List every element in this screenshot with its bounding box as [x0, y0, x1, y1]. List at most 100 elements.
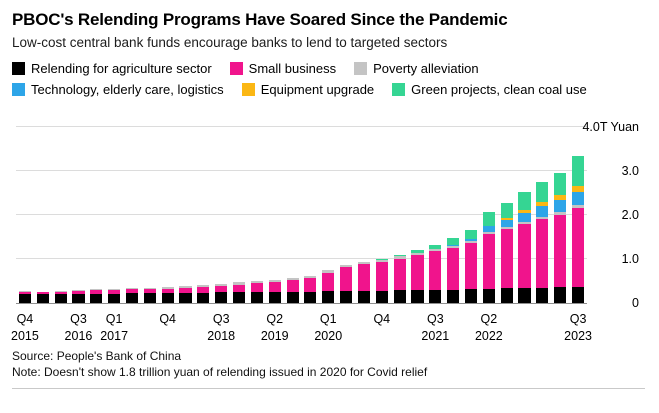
- bar-segment: [482, 233, 495, 289]
- bar-slot: [462, 127, 480, 303]
- bar-segment: [554, 212, 567, 215]
- bar-segment: [429, 251, 442, 290]
- bar-segment: [54, 294, 67, 303]
- bar-stack-q3-2019: [286, 277, 299, 303]
- source-text: Source: People's Bank of China: [12, 349, 182, 363]
- legend-swatch-icon: [241, 83, 255, 96]
- bar-segment: [268, 292, 281, 303]
- bar-slot: [141, 127, 159, 303]
- x-tick-year: 2018: [207, 329, 236, 343]
- bar-segment: [143, 293, 156, 303]
- bar-stack-q2-2023: [554, 172, 567, 303]
- bar-segment: [304, 276, 317, 279]
- bar-segment: [393, 256, 406, 259]
- bar-segment: [375, 259, 388, 263]
- legend-label: Technology, elderly care, logistics: [31, 82, 224, 97]
- bar-segment: [464, 289, 478, 303]
- bar-segment: [572, 207, 585, 287]
- bar-slot: [498, 127, 516, 303]
- bar-segment: [197, 287, 210, 293]
- bar-segment: [429, 248, 442, 252]
- bar-segment: [482, 288, 495, 303]
- x-tick-label: Q3 2023: [564, 311, 592, 345]
- bar-stack-q2-2020: [340, 264, 353, 303]
- x-tick-quarter: Q3: [426, 312, 444, 326]
- legend-swatch-icon: [354, 62, 368, 75]
- bar-stack-q1-2020: [322, 270, 335, 303]
- bar-stack-q3-2017: [143, 287, 156, 303]
- bar-stack-q2-2021: [411, 250, 424, 303]
- bar-segment: [357, 264, 371, 291]
- bar-segment: [411, 250, 424, 253]
- bar-segment: [500, 288, 513, 303]
- x-tick-label: Q3 2016: [65, 311, 93, 345]
- x-tick-label: Q2 2019: [261, 311, 289, 345]
- bar-segment: [536, 219, 549, 288]
- bar-segment: [411, 255, 424, 291]
- chart-subtitle: Low-cost central bank funds encourage ba…: [12, 35, 448, 50]
- bar-slot: [230, 127, 248, 303]
- bar-slot: [391, 127, 409, 303]
- bar-stack-q2-2022: [482, 212, 495, 303]
- bar-slot: [212, 127, 230, 303]
- bar-segment: [322, 272, 335, 292]
- x-tick-year: 2021: [421, 329, 450, 343]
- bar-segment: [268, 280, 281, 283]
- bar-segment: [250, 292, 263, 303]
- y-tick-label: 2.0: [621, 208, 639, 222]
- legend-item: Small business: [229, 61, 336, 76]
- bar-segment: [464, 243, 478, 290]
- bar-segment: [143, 288, 156, 294]
- bar-segment: [500, 220, 513, 227]
- bar-segment: [572, 155, 585, 187]
- x-axis: Q4 2015 Q3 2016 Q1 2017 Q4 Q3 2018 Q2 2019 Q1 2020 Q4…: [11, 304, 592, 346]
- bar-segment: [447, 289, 460, 303]
- bar-stack-q3-2022: [500, 202, 513, 303]
- footer: Source: People's Bank of China Note: Doe…: [12, 348, 645, 380]
- bar-slot: [319, 127, 337, 303]
- bar-segment: [572, 205, 585, 208]
- legend-label: Relending for agriculture sector: [31, 61, 212, 76]
- bar-stack-q2-2018: [197, 284, 210, 303]
- legend-item: Poverty alleviation: [354, 61, 479, 76]
- bar-segment: [179, 287, 192, 293]
- bar-segment: [554, 200, 567, 213]
- y-axis-unit-label: 4.0T Yuan: [582, 120, 639, 134]
- bar-segment: [304, 291, 317, 303]
- bar-segment: [286, 280, 299, 292]
- bar-segment: [286, 277, 299, 281]
- bar-slot: [266, 127, 284, 303]
- bar-segment: [304, 278, 317, 292]
- bar-stack-q1-2022: [464, 230, 478, 303]
- bar-segment: [482, 225, 495, 227]
- bar-segment: [72, 294, 85, 303]
- bar-segment: [179, 292, 192, 303]
- bar-stack-q4-2020: [375, 259, 388, 303]
- legend-item: Equipment upgrade: [241, 82, 374, 97]
- bar-stack-q4-2019: [304, 276, 317, 303]
- bar-segment: [90, 293, 103, 303]
- bar-segment: [232, 284, 246, 293]
- x-tick-year: 2023: [564, 329, 592, 343]
- bar-slot: [70, 127, 88, 303]
- bar-segment: [108, 293, 121, 303]
- x-tick-quarter: Q3: [569, 312, 587, 326]
- legend-item: Technology, elderly care, logistics: [12, 82, 224, 97]
- bar-slot: [194, 127, 212, 303]
- bar-segment: [357, 262, 371, 265]
- bar-slot: [34, 127, 52, 303]
- bar-stack-q3-2018: [215, 283, 228, 303]
- bar-segment: [36, 294, 49, 303]
- bar-stack-q2-2019: [268, 280, 281, 303]
- x-tick-quarter: Q4: [159, 312, 177, 326]
- bar-slot: [16, 127, 34, 303]
- bar-segment: [161, 286, 174, 289]
- x-tick-quarter: Q3: [212, 312, 230, 326]
- bar-segment: [125, 293, 139, 303]
- bar-segment: [554, 214, 567, 288]
- bar-segment: [54, 291, 67, 295]
- bar-stack-q1-2019: [250, 281, 263, 303]
- bar-segment: [197, 284, 210, 288]
- bar-segment: [447, 245, 460, 249]
- bar-segment: [108, 290, 121, 294]
